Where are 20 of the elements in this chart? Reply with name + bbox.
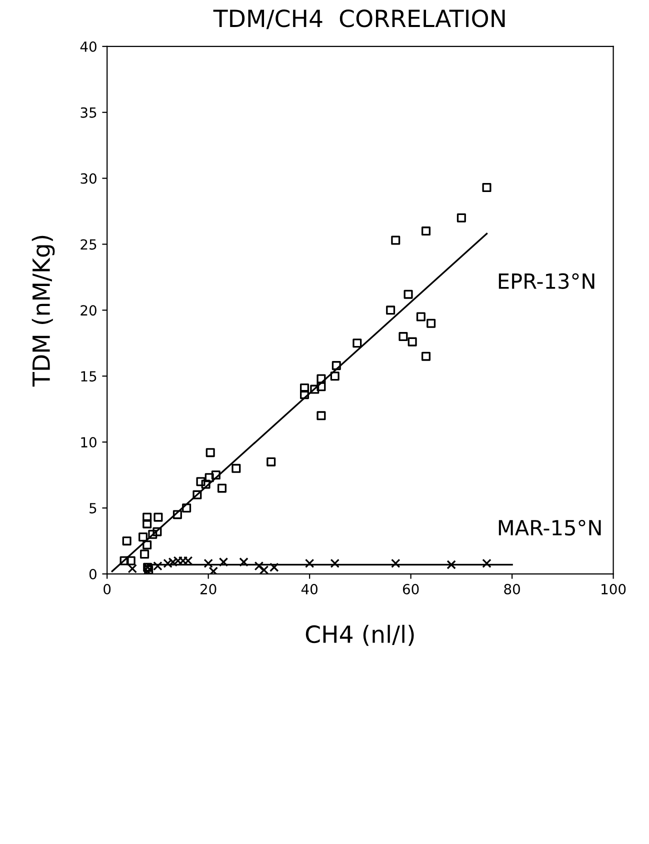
y-tick-label: 10 bbox=[81, 437, 96, 448]
series-label: MAR-15°N bbox=[498, 520, 601, 536]
y-tick-label: 5 bbox=[90, 503, 96, 514]
y-tick-label: 0 bbox=[89, 568, 96, 580]
y-tick-label: 40 bbox=[80, 41, 96, 52]
text: EPR-13°N bbox=[498, 273, 594, 289]
y-tick-label: 15 bbox=[81, 371, 96, 382]
y-tick-label: 20 bbox=[80, 305, 96, 316]
y-tick-label: 30 bbox=[80, 173, 96, 184]
x-tick-label: 0 bbox=[104, 584, 111, 594]
y-tick-label: 25 bbox=[80, 239, 96, 250]
x-tick-label: 60 bbox=[402, 584, 419, 594]
chart-title: TDM/CH4 CORRELATION bbox=[213, 9, 505, 30]
y-tick-label: 35 bbox=[80, 107, 96, 118]
x-tick-label: 100 bbox=[602, 584, 626, 594]
x-tick-label: 20 bbox=[200, 584, 216, 594]
x-tick-label: 40 bbox=[301, 584, 318, 594]
x-tick-label: 80 bbox=[504, 584, 520, 594]
x-axis-title: CH4 (nl/l) bbox=[306, 624, 414, 646]
y-axis-title: TDM (nM/Kg) bbox=[32, 236, 55, 387]
